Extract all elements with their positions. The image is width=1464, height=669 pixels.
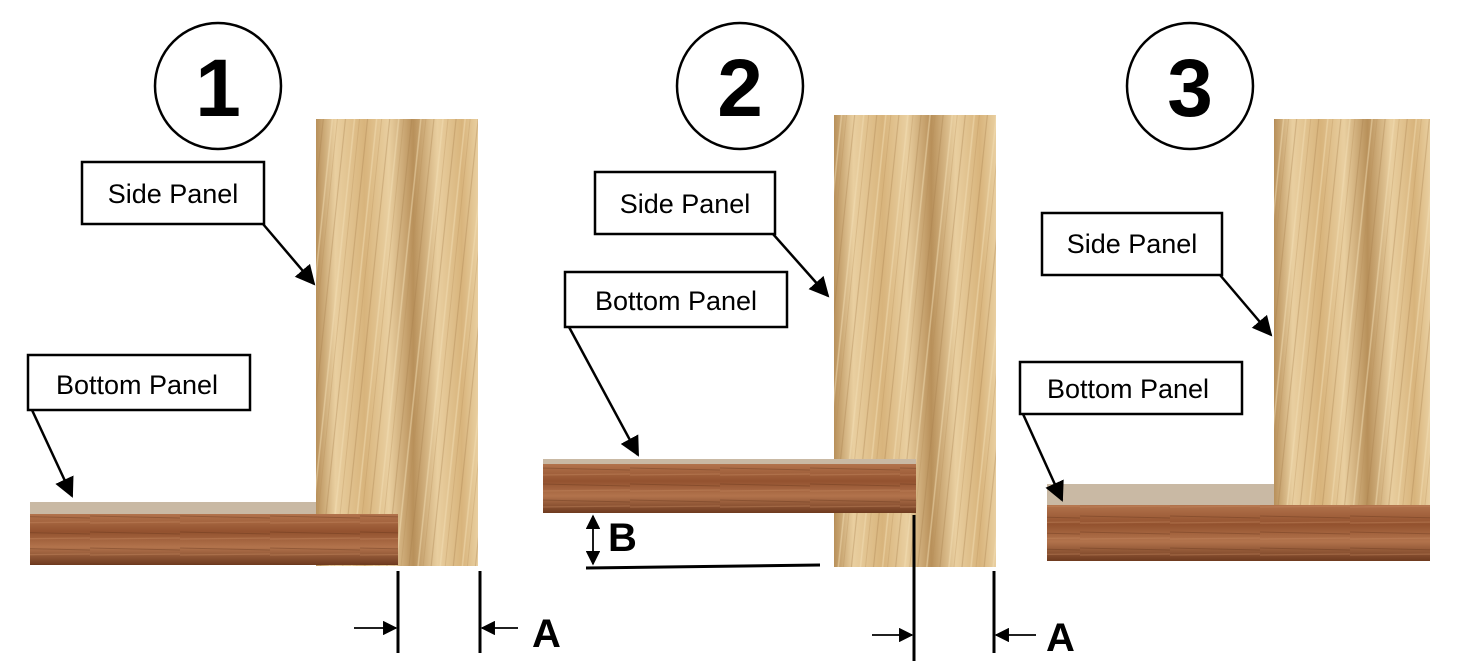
step-3-bottom-panel [1047, 484, 1430, 561]
step-2-side-panel-callout: Side Panel [593, 170, 830, 298]
step-2-circle [675, 21, 805, 151]
step-1-bottom-panel [30, 502, 398, 565]
step-1-number: 1 [195, 43, 241, 134]
step-1-dimension-a: A [354, 571, 561, 656]
step-2-number: 2 [717, 43, 763, 134]
step-3-side-label: Side Panel [1067, 229, 1198, 259]
step-1-bottom-label: Bottom Panel [56, 370, 218, 400]
step-2-dimension-a: A [872, 515, 1075, 661]
step-2-bottom-label: Bottom Panel [595, 286, 757, 316]
step-1: 1 Side Panel Bottom Panel A [26, 21, 561, 656]
step-1-dim-a-label: A [532, 612, 561, 656]
step-3-side-panel-callout: Side Panel [1040, 211, 1273, 337]
step-3-number: 3 [1167, 43, 1213, 134]
step-2: 2 Side Panel Bottom Panel B [543, 21, 1075, 661]
step-1-circle [153, 21, 283, 151]
step-3: 3 Side Panel Bottom Panel [1018, 21, 1430, 561]
step-3-circle [1125, 21, 1255, 151]
step-3-side-panel [1274, 119, 1430, 505]
step-3-bottom-panel-callout: Bottom Panel [1018, 360, 1244, 502]
step-1-side-label: Side Panel [108, 179, 239, 209]
step-2-dimension-b: B [585, 514, 821, 570]
step-1-bottom-panel-callout: Bottom Panel [26, 353, 252, 498]
step-1-side-panel [316, 119, 478, 566]
step-2-bottom-panel [543, 459, 916, 513]
step-2-dim-b-label: B [608, 516, 637, 560]
step-3-bottom-label: Bottom Panel [1047, 374, 1209, 404]
step-2-side-label: Side Panel [620, 189, 751, 219]
step-2-dim-a-label: A [1046, 616, 1075, 660]
step-1-side-panel-callout: Side Panel [80, 160, 316, 286]
step-2-bottom-panel-callout: Bottom Panel [563, 270, 789, 457]
